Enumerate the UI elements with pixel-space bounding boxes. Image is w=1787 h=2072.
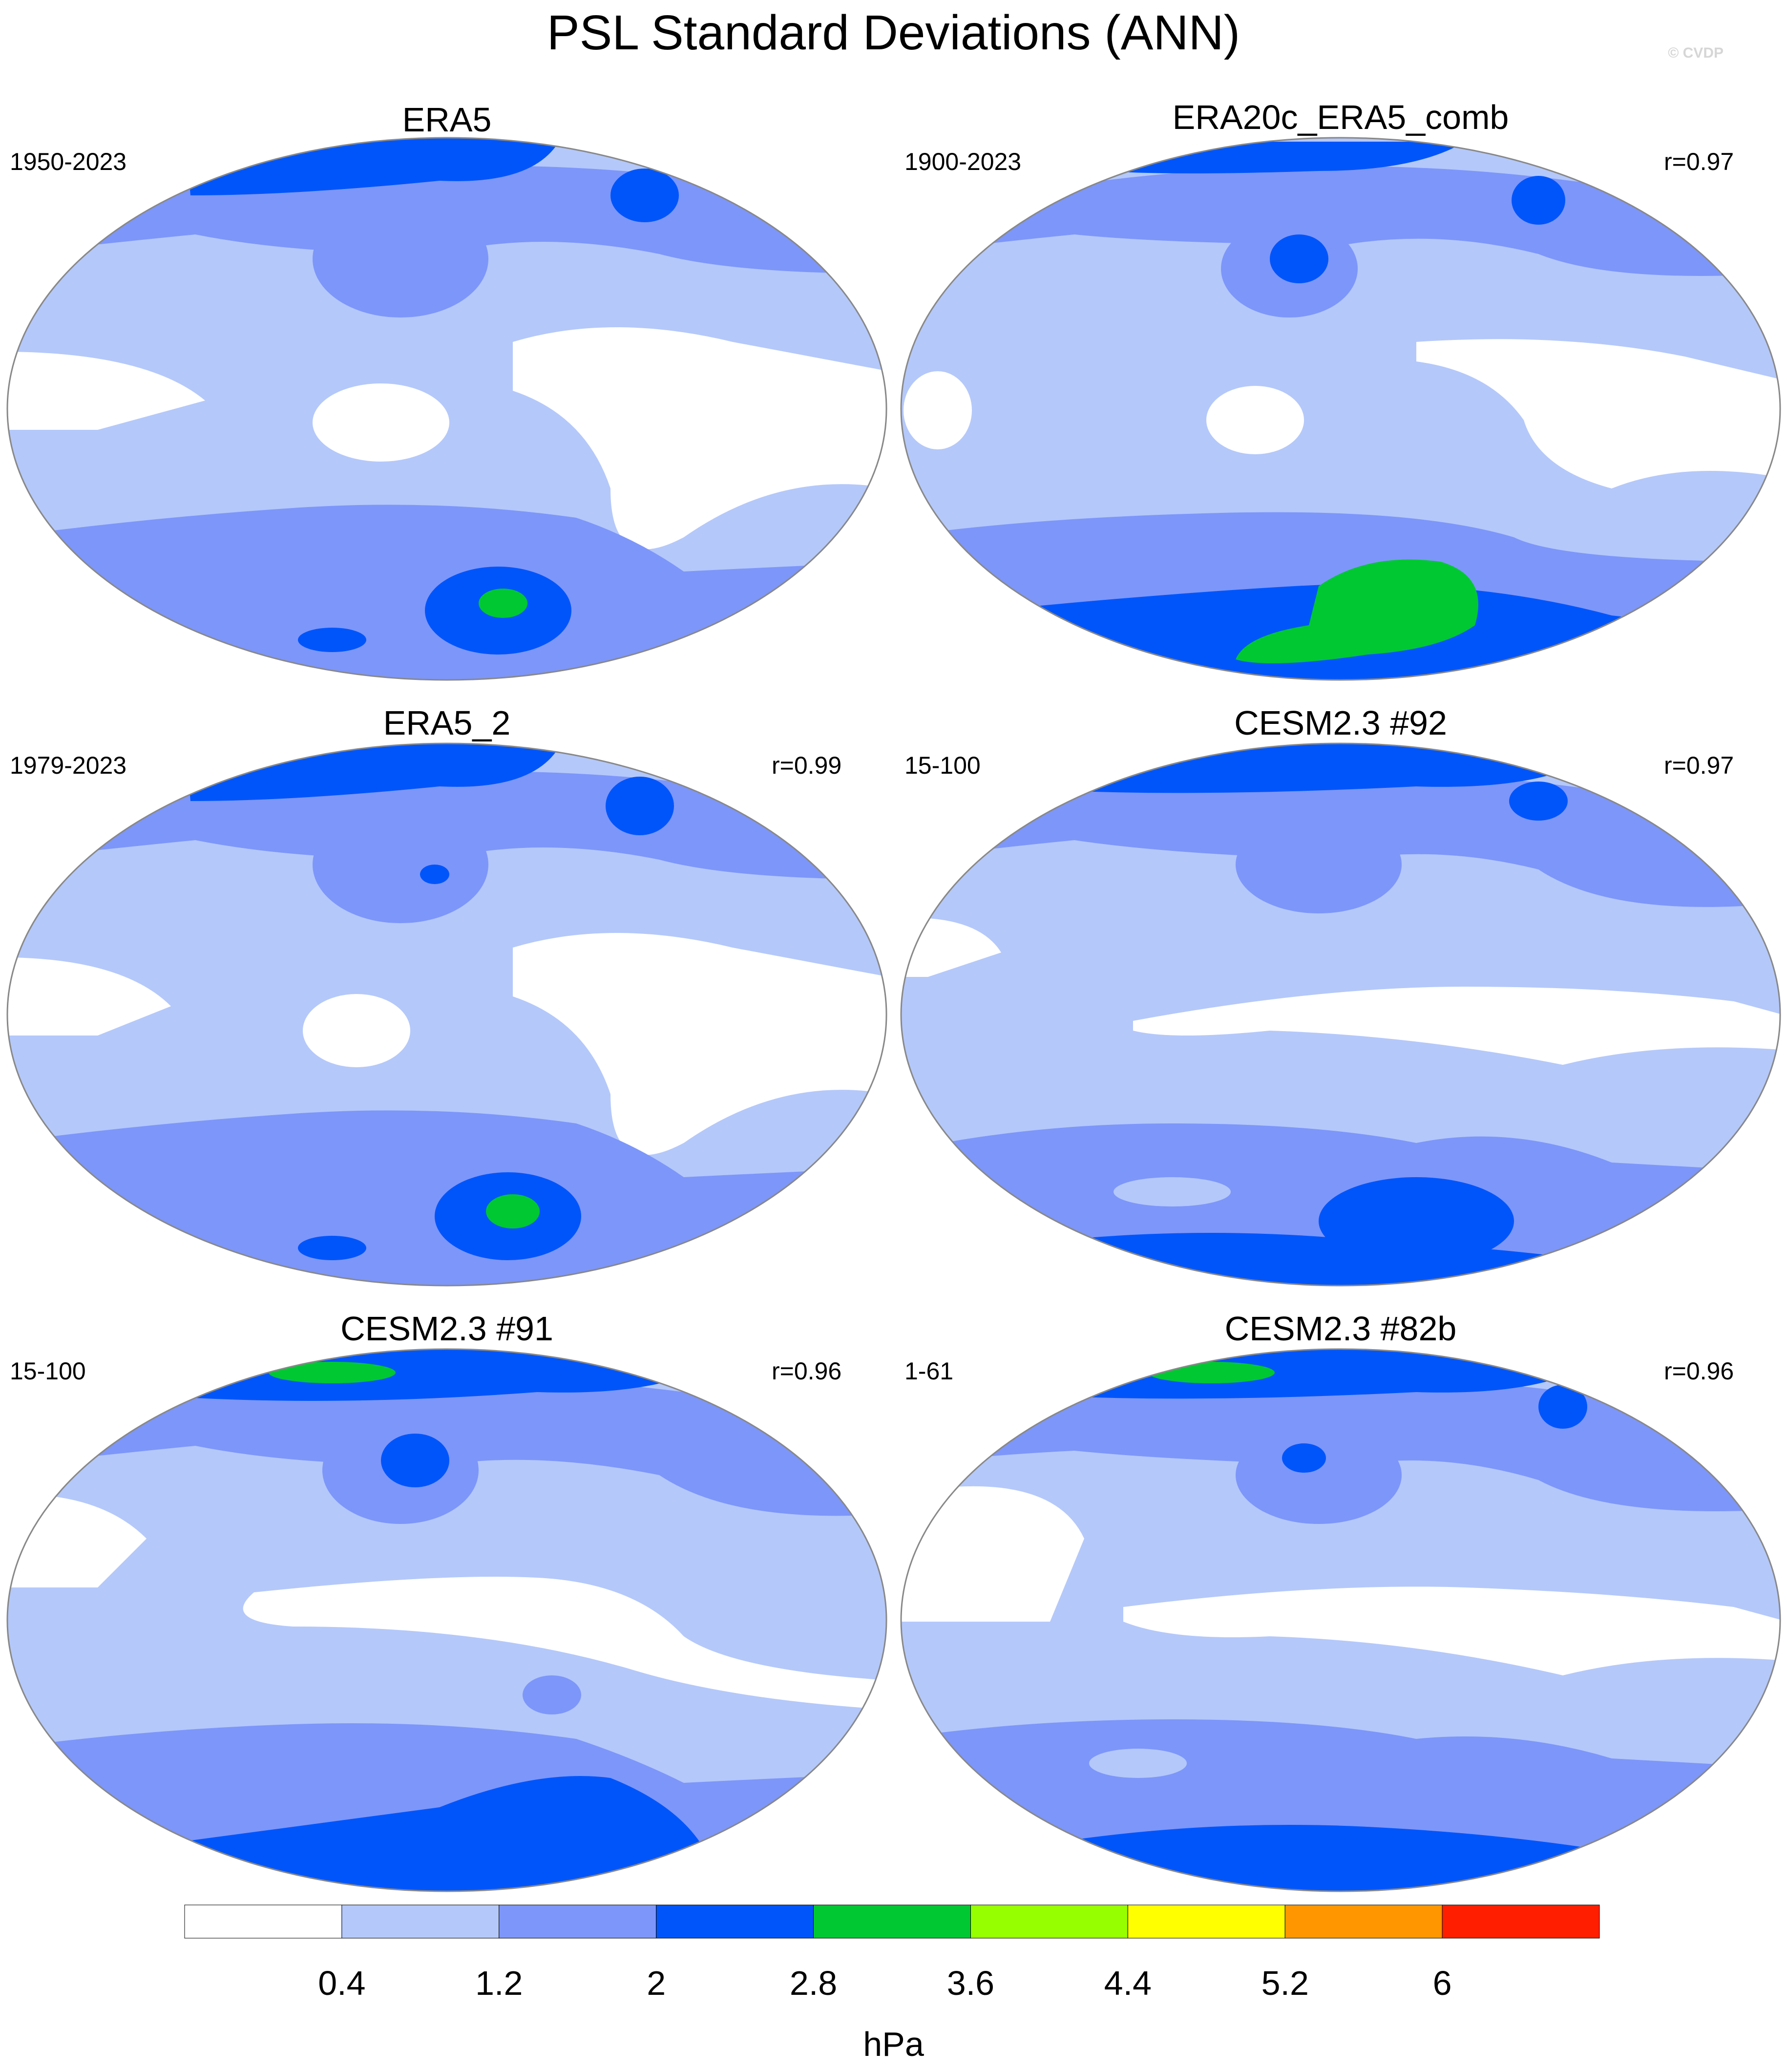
shade-level-3 (610, 169, 679, 222)
map-panel-era5-2 (7, 743, 886, 1286)
shade-level-0 (7, 352, 205, 430)
map-panel-cesm91 (7, 1349, 886, 1891)
credit-text: © CVDP (1668, 45, 1724, 61)
colorbar-tick-label: 4.4 (1104, 1964, 1152, 2002)
panel-corr-cesm82b: r=0.96 (1664, 1357, 1734, 1385)
colorbar-tick-label: 5.2 (1261, 1964, 1309, 2002)
colorbar-tick-label: 1.2 (475, 1964, 523, 2002)
map-panel-era5 (7, 138, 886, 680)
panel-title-cesm91: CESM2.3 #91 (340, 1310, 553, 1348)
map-panel-cesm82b (901, 1349, 1780, 1891)
panel-period-cesm91: 15-100 (10, 1357, 86, 1385)
panel-period-era5: 1950-2023 (10, 148, 127, 175)
panel-title-era5: ERA5 (402, 101, 492, 139)
shade-level-2 (313, 200, 488, 317)
panel-corr-cesm91: r=0.96 (772, 1357, 842, 1385)
colorbar-tick-label: 2 (647, 1964, 666, 2002)
panel-corr-era20c: r=0.97 (1664, 148, 1734, 175)
panel-title-era5-2: ERA5_2 (383, 704, 511, 742)
panel-corr-cesm92: r=0.97 (1664, 752, 1734, 779)
map-panel-era20c (901, 138, 1780, 680)
panel-period-era5-2: 1979-2023 (10, 752, 127, 779)
panel-corr-era5-2: r=0.99 (772, 752, 842, 779)
colorbar-tick-label: 6 (1432, 1964, 1452, 2002)
shade-level-4 (479, 589, 527, 618)
panel-title-cesm82b: CESM2.3 #82b (1224, 1310, 1457, 1348)
colorbar-tick-label: 2.8 (789, 1964, 838, 2002)
panel-period-era20c: 1900-2023 (904, 148, 1022, 175)
map-panel-cesm92 (901, 743, 1780, 1286)
panel-title-cesm92: CESM2.3 #92 (1234, 704, 1447, 742)
colorbar-tick-label: 0.4 (318, 1964, 366, 2002)
panel-period-cesm92: 15-100 (904, 752, 981, 779)
figure-title: PSL Standard Deviations (ANN) (547, 5, 1240, 60)
colorbar-tick-label: 3.6 (946, 1964, 995, 2002)
shade-level-0 (313, 383, 449, 462)
colorbar-unit: hPa (863, 2025, 924, 2063)
shade-level-0 (513, 327, 886, 550)
panel-title-era20c: ERA20c_ERA5_comb (1172, 98, 1509, 136)
shade-level-3 (298, 628, 366, 652)
map-panels (6, 137, 1781, 1892)
panel-period-cesm82b: 1-61 (904, 1357, 954, 1385)
